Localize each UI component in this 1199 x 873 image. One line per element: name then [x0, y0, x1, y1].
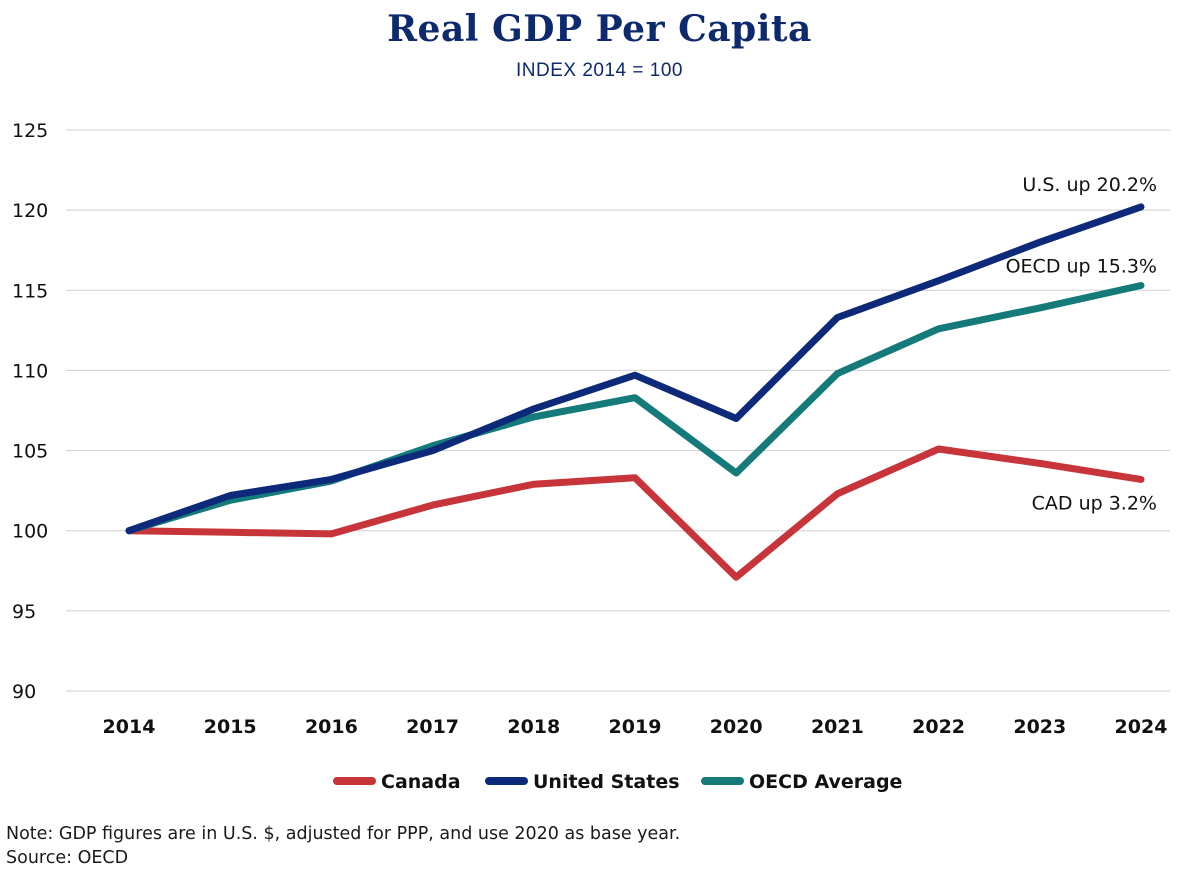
- y-tick-label: 110: [12, 360, 48, 382]
- legend-label: OECD Average: [749, 771, 902, 793]
- source-text: Source: OECD: [6, 848, 129, 868]
- x-axis-ticks: 2014 2015 2016 2017 2018 2019 2020 2021 2022 2023…: [103, 716, 1168, 738]
- gridlines: [66, 129, 1170, 692]
- chart-subtitle: INDEX 2014 = 100: [516, 60, 683, 81]
- legend: Canada United States OECD Average: [333, 771, 902, 793]
- x-tick-label: 2015: [204, 716, 257, 738]
- annotation-united-states: U.S. up 20.2%: [1022, 174, 1157, 196]
- y-tick-label: 95: [12, 601, 36, 623]
- x-tick-label: 2019: [609, 716, 662, 738]
- x-tick-label: 2018: [507, 716, 560, 738]
- x-tick-label: 2023: [1013, 716, 1066, 738]
- annotation-oecd-average: OECD up 15.3%: [1006, 255, 1157, 277]
- legend-label: Canada: [381, 771, 461, 793]
- footnotes: Note: GDP figures are in U.S. $, adjuste…: [6, 822, 680, 870]
- y-tick-label: 120: [12, 200, 48, 222]
- x-tick-label: 2022: [912, 716, 965, 738]
- x-tick-label: 2016: [305, 716, 358, 738]
- legend-label: United States: [533, 771, 680, 793]
- x-tick-label: 2024: [1115, 716, 1168, 738]
- x-tick-label: 2014: [103, 716, 156, 738]
- series-line-canada: [125, 445, 1145, 581]
- y-tick-label: 100: [12, 521, 48, 543]
- y-tick-label: 125: [12, 120, 48, 142]
- chart-title: Real GDP Per Capita: [387, 8, 812, 50]
- x-tick-label: 2021: [811, 716, 864, 738]
- y-tick-label: 90: [12, 681, 36, 703]
- series-line-oecd-average: [125, 282, 1145, 535]
- y-axis-ticks: 90 95 100 105 110 115 120 125: [12, 120, 48, 703]
- series-lines: [125, 203, 1145, 581]
- y-tick-label: 115: [12, 280, 48, 302]
- series-line-united-states: [125, 203, 1145, 535]
- annotation-canada: CAD up 3.2%: [1032, 492, 1157, 514]
- x-tick-label: 2020: [710, 716, 763, 738]
- note-text: Note: GDP figures are in U.S. $, adjuste…: [6, 824, 681, 844]
- annotations: U.S. up 20.2% OECD up 15.3% CAD up 3.2%: [1006, 174, 1157, 514]
- x-tick-label: 2017: [406, 716, 459, 738]
- y-tick-label: 105: [12, 441, 48, 463]
